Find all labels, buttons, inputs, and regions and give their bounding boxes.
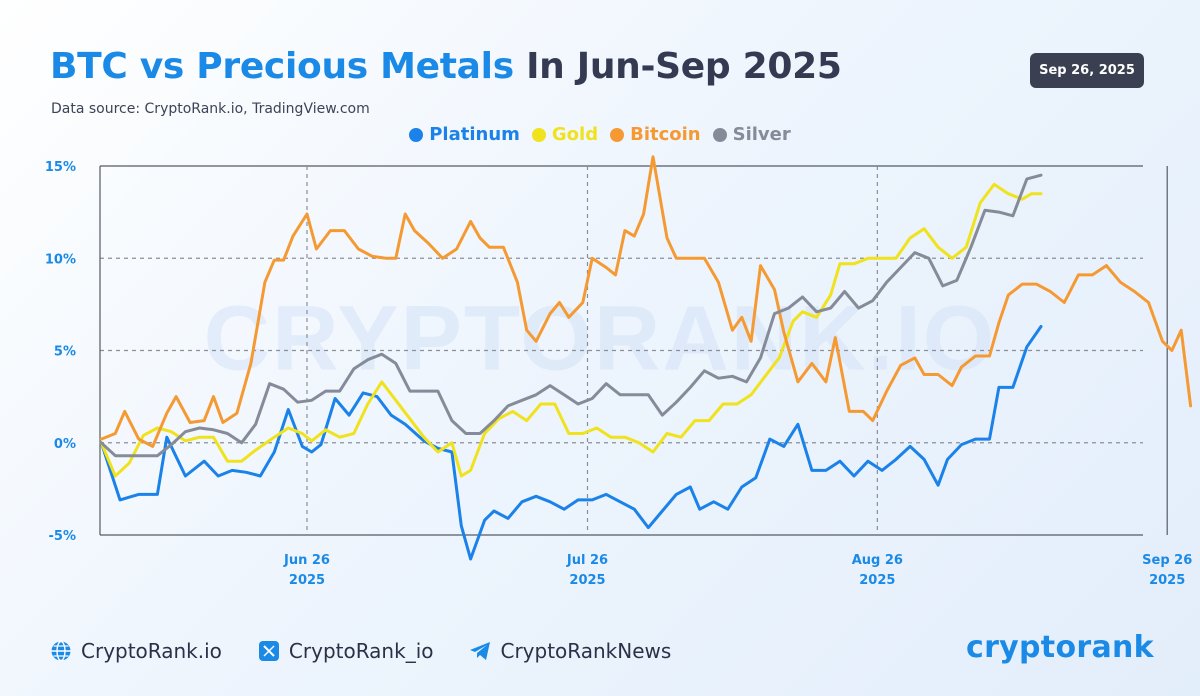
title-highlight: BTC vs Precious Metals xyxy=(50,46,514,87)
legend-label: Silver xyxy=(732,124,791,145)
website-label: CryptoRank.io xyxy=(81,639,222,663)
y-tick-label: 5% xyxy=(54,345,76,360)
legend-label: Gold xyxy=(551,124,599,145)
y-tick-label: -5% xyxy=(49,529,76,544)
legend-label: Bitcoin xyxy=(630,124,701,145)
chart-legend: Platinum Gold Bitcoin Silver xyxy=(0,124,1200,145)
x-tick-label: Aug 26 xyxy=(852,553,903,568)
series-line-platinum xyxy=(99,325,1043,561)
website-link[interactable]: CryptoRank.io xyxy=(50,639,222,663)
legend-swatch xyxy=(409,127,424,142)
x-link[interactable]: CryptoRank_io xyxy=(258,639,434,663)
legend-swatch xyxy=(531,127,546,142)
data-source-note: Data source: CryptoRank.io, TradingView.… xyxy=(51,101,370,117)
telegram-link[interactable]: CryptoRankNews xyxy=(469,639,671,663)
title-rest: In Jun-Sep 2025 xyxy=(513,46,842,87)
telegram-icon xyxy=(469,640,491,662)
legend-swatch xyxy=(610,127,625,142)
legend-item-gold: Gold xyxy=(531,124,599,145)
legend-item-platinum: Platinum xyxy=(409,124,520,145)
y-tick-label: 0% xyxy=(54,437,76,452)
series-line-bitcoin xyxy=(99,155,1193,448)
legend-item-bitcoin: Bitcoin xyxy=(610,124,701,145)
x-tick-year: 2025 xyxy=(569,573,605,588)
telegram-label: CryptoRankNews xyxy=(500,639,672,663)
x-tick-label: Jul 26 xyxy=(566,553,608,568)
legend-swatch xyxy=(712,127,727,142)
x-tick-year: 2025 xyxy=(1149,573,1185,588)
page-title: BTC vs Precious Metals In Jun-Sep 2025 xyxy=(50,46,842,87)
x-tick-year: 2025 xyxy=(289,573,325,588)
y-tick-label: 15% xyxy=(45,160,76,175)
x-tick-label: Sep 26 xyxy=(1142,553,1192,568)
date-badge: Sep 26, 2025 xyxy=(1030,53,1144,88)
series-line-gold xyxy=(99,182,1043,478)
globe-icon xyxy=(50,640,72,662)
x-handle-label: CryptoRank_io xyxy=(288,639,434,663)
y-tick-label: 10% xyxy=(45,252,76,267)
watermark: CRYPTORANK.IO xyxy=(204,287,997,389)
legend-label: Platinum xyxy=(429,124,520,145)
legend-item-silver: Silver xyxy=(712,124,791,145)
x-tick-label: Jun 26 xyxy=(283,553,330,568)
series-line-silver xyxy=(99,173,1043,458)
brand-logo: cryptorank xyxy=(966,630,1154,665)
x-logo-icon xyxy=(258,640,280,662)
footer-links: CryptoRank.io CryptoRank_io CryptoRankNe… xyxy=(50,639,671,663)
x-tick-year: 2025 xyxy=(859,573,895,588)
